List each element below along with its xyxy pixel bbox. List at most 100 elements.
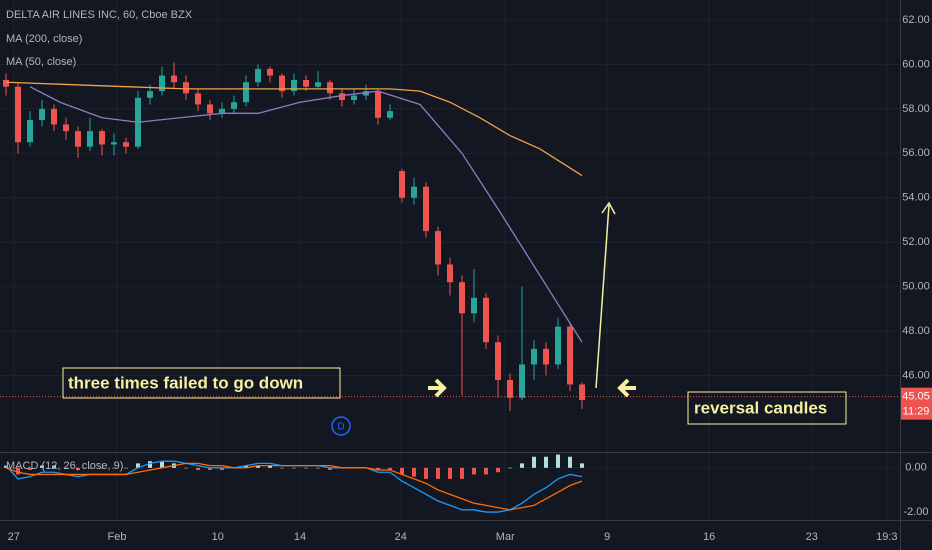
histogram-bar	[568, 456, 572, 468]
y-tick-label: 62.00	[902, 14, 930, 26]
last-time-label: 11:29	[903, 406, 930, 418]
candle-body	[303, 80, 309, 87]
y-tick-label: 60.00	[902, 58, 930, 70]
candle-body	[171, 75, 177, 83]
candle-body	[243, 82, 249, 103]
candle-body	[231, 102, 237, 109]
x-tick-label: 10	[212, 531, 224, 543]
candle-body	[399, 171, 405, 198]
arrow-left	[617, 378, 636, 398]
candle-body	[363, 91, 369, 96]
candle-body	[207, 104, 213, 114]
candle-body	[579, 384, 585, 400]
candle-body	[279, 75, 285, 92]
candle-body	[27, 120, 33, 143]
candle-body	[183, 82, 189, 94]
candle-body	[375, 91, 381, 118]
candle-body	[195, 93, 201, 105]
histogram-bar	[292, 467, 296, 469]
histogram-bar	[16, 467, 20, 475]
candle-body	[507, 380, 513, 398]
signal-line	[5, 462, 583, 511]
x-tick-label: Mar	[496, 531, 515, 543]
candle-body	[99, 131, 105, 145]
candle-body	[267, 68, 273, 76]
last-price-box	[901, 387, 932, 420]
histogram-bar	[112, 467, 116, 469]
candle-body	[435, 231, 441, 265]
candle-body	[315, 82, 321, 87]
histogram-bar	[412, 467, 416, 477]
x-tick-label: 23	[806, 531, 818, 543]
histogram-bar	[196, 467, 200, 471]
candle-body	[219, 108, 225, 114]
chart-title: DELTA AIR LINES INC, 60, Cboe BZX	[6, 9, 193, 21]
y-tick-label: 56.00	[902, 147, 930, 159]
candle-body	[483, 297, 489, 343]
y-tick-label: 48.00	[902, 325, 930, 337]
histogram-bar	[496, 467, 500, 473]
histogram-bar	[244, 465, 248, 468]
y-tick-label: 58.00	[902, 103, 930, 115]
grid	[0, 0, 900, 520]
histogram-bar	[184, 467, 188, 469]
labels: 27 Feb 10 14 24 Mar 9 16 23 19:3 62.00 60.00 58.00 56…	[8, 14, 932, 543]
candle-body	[39, 108, 45, 120]
x-tick-label: 9	[604, 531, 610, 543]
x-tick-label: Feb	[108, 531, 127, 543]
histogram-bar	[532, 456, 536, 468]
y-tick-label: 54.00	[902, 192, 930, 204]
candle-body	[423, 186, 429, 232]
x-tick-label: 19:3	[876, 531, 897, 543]
annotation: three times failed to go down	[68, 373, 303, 392]
arrow-right	[428, 378, 447, 398]
annotation-box	[687, 391, 847, 425]
candle-body	[447, 264, 453, 283]
histogram-bar	[580, 463, 584, 468]
moving-average	[29, 86, 583, 343]
histogram-bar	[28, 467, 32, 471]
histogram-bar	[328, 467, 332, 471]
histogram-bar	[424, 467, 428, 479]
histogram-bar	[544, 456, 548, 468]
histogram-bar	[460, 467, 464, 479]
legend-entry: MA (200, close)	[6, 33, 82, 45]
annotation: reversal candles	[694, 398, 827, 417]
candle-body	[255, 68, 261, 83]
macd-title: MACD (12, 26, close, 9)	[6, 460, 123, 472]
histogram-bar	[208, 467, 212, 471]
x-tick-label: 14	[294, 531, 306, 543]
histogram-bar	[520, 463, 524, 468]
histogram-bar	[436, 467, 440, 479]
candle-body	[3, 80, 9, 87]
histogram-bar	[256, 465, 260, 468]
candle-body	[339, 93, 345, 100]
candle-body	[75, 131, 81, 147]
histogram-bar	[388, 467, 392, 471]
candle-body	[471, 297, 477, 314]
histogram-bar	[4, 465, 8, 468]
histogram-bar	[448, 467, 452, 479]
histogram-bar	[376, 467, 380, 471]
event-marker-label: D	[337, 422, 344, 433]
x-tick-label: 27	[8, 531, 20, 543]
candle-body	[123, 142, 129, 147]
y-tick-label: -2.00	[903, 506, 928, 518]
annotation-box	[62, 367, 341, 399]
histogram-bar	[508, 467, 512, 469]
candle-body	[543, 348, 549, 365]
histogram-bar	[316, 467, 320, 469]
x-tick-label: 16	[703, 531, 715, 543]
candle-body	[519, 364, 525, 398]
candle-body	[411, 186, 417, 198]
candle-body	[567, 326, 573, 385]
histogram-bar	[148, 461, 152, 468]
y-tick-label: 50.00	[902, 281, 930, 293]
candle-body	[63, 124, 69, 132]
candle-body	[459, 282, 465, 314]
candle-body	[111, 142, 117, 145]
y-tick-label: 52.00	[902, 236, 930, 248]
